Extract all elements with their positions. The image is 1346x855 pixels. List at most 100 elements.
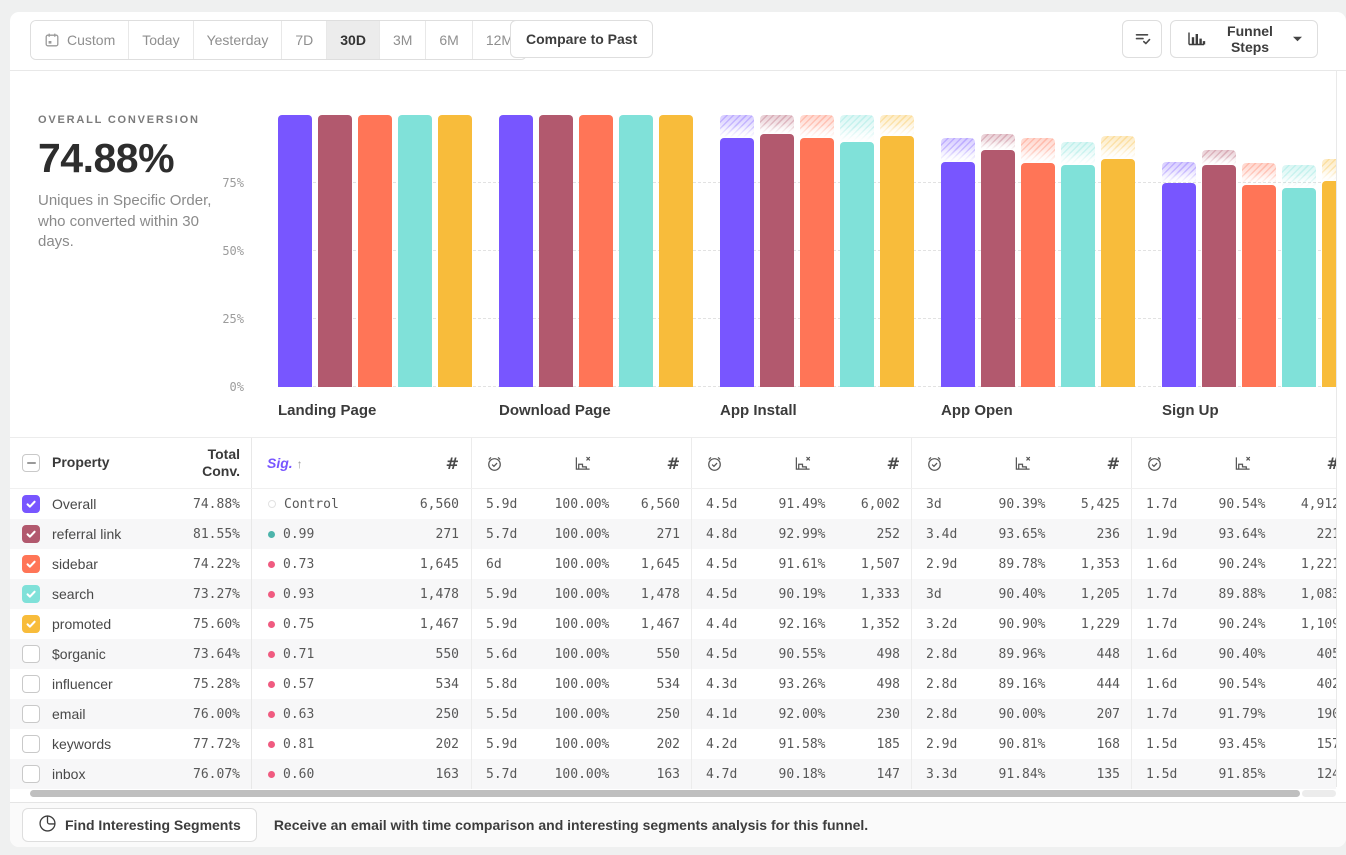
step-duration: 6d — [486, 556, 502, 572]
options-button[interactable] — [1122, 20, 1162, 58]
step-count: 498 — [876, 676, 900, 692]
step-duration: 2.8d — [926, 706, 958, 722]
range-7d[interactable]: 7D — [282, 21, 328, 59]
bar-referral-link-app-open[interactable] — [981, 150, 1015, 387]
options-icon — [1132, 28, 1152, 51]
x-axis-label-download-page: Download Page — [499, 402, 611, 419]
step-duration: 4.3d — [706, 676, 738, 692]
step-conversion-rate: 100.00% — [554, 556, 610, 572]
date-range-control: Custom Today Yesterday 7D 30D 3M 6M 12M — [30, 20, 528, 60]
bar-ghost-cap — [720, 115, 754, 139]
step-cell-group: 4.5d 90.19% 1,333 — [692, 579, 912, 609]
step-conversion-rate: 90.90% — [998, 616, 1046, 632]
row-checkbox[interactable] — [22, 645, 40, 663]
step-duration: 4.5d — [706, 586, 738, 602]
property-name: search — [52, 586, 95, 602]
range-custom[interactable]: Custom — [31, 21, 130, 59]
range-3m[interactable]: 3M — [379, 21, 427, 59]
conversion-rate-icon — [756, 455, 848, 472]
bar-sidebar-landing-page[interactable] — [358, 115, 392, 387]
step-conversion-rate: 100.00% — [554, 646, 610, 662]
bar-promoted-download-page[interactable] — [659, 115, 693, 387]
step-conversion-rate: 89.88% — [1218, 586, 1266, 602]
step-conversion-rate: 90.24% — [1218, 616, 1266, 632]
step-duration: 1.6d — [1146, 556, 1178, 572]
bar-promoted-sign-up[interactable] — [1322, 181, 1336, 387]
bar-overall-sign-up[interactable] — [1162, 183, 1196, 387]
range-yesterday[interactable]: Yesterday — [193, 21, 283, 59]
significance-dot — [268, 650, 275, 658]
bar-referral-link-sign-up[interactable] — [1202, 165, 1236, 387]
bar-search-download-page[interactable] — [619, 115, 653, 387]
bar-sidebar-app-install[interactable] — [800, 137, 834, 387]
range-30d[interactable]: 30D — [327, 21, 380, 59]
select-all-checkbox[interactable] — [22, 454, 40, 472]
step-cell-group: 3d 90.40% 1,205 — [912, 579, 1132, 609]
bar-referral-link-app-install[interactable] — [760, 134, 794, 387]
range-today[interactable]: Today — [129, 21, 194, 59]
row-checkbox[interactable] — [22, 585, 40, 603]
compare-to-past-button[interactable]: Compare to Past — [510, 20, 654, 58]
bar-referral-link-download-page[interactable] — [539, 115, 573, 387]
row-checkbox[interactable] — [22, 735, 40, 753]
indeterminate-mark — [26, 462, 36, 464]
bar-search-landing-page[interactable] — [398, 115, 432, 387]
step-duration: 5.9d — [486, 736, 518, 752]
bar-search-app-install[interactable] — [840, 141, 874, 387]
footer-button-label: Find Interesting Segments — [65, 817, 241, 833]
find-interesting-segments-button[interactable]: Find Interesting Segments — [22, 808, 257, 842]
footer-bar: Find Interesting Segments Receive an ema… — [10, 802, 1346, 847]
step-cell-group: 1.5d 93.45% 157 — [1132, 729, 1336, 759]
range-6m[interactable]: 6M — [426, 21, 473, 59]
row-checkbox[interactable] — [22, 555, 40, 573]
step-conversion-rate: 90.40% — [998, 586, 1046, 602]
step-conversion-rate: 91.61% — [778, 556, 826, 572]
sig-sort-header[interactable]: Sig. ↑ — [252, 455, 367, 471]
funnel-steps-dropdown[interactable]: Funnel Steps — [1170, 20, 1318, 58]
step-duration: 1.7d — [1146, 496, 1178, 512]
step-count: 402 — [1316, 676, 1336, 692]
step-header-group: # — [692, 438, 912, 488]
sort-up-icon: ↑ — [296, 457, 303, 471]
footer-message: Receive an email with time comparison an… — [273, 817, 869, 833]
chart-bars — [278, 115, 1336, 387]
step-cell-group: 1.7d 90.54% 4,912 — [1132, 489, 1336, 519]
count-icon: # — [1288, 454, 1336, 473]
row-checkbox[interactable] — [22, 525, 40, 543]
bar-promoted-landing-page[interactable] — [438, 115, 472, 387]
horizontal-scrollbar-thumb[interactable] — [30, 790, 1300, 797]
property-name: influencer — [52, 676, 113, 692]
bar-sidebar-app-open[interactable] — [1021, 163, 1055, 387]
bar-overall-landing-page[interactable] — [278, 115, 312, 387]
insights-icon — [38, 814, 57, 836]
bar-overall-download-page[interactable] — [499, 115, 533, 387]
bar-referral-link-landing-page[interactable] — [318, 115, 352, 387]
row-checkbox[interactable] — [22, 705, 40, 723]
step-cell-group: 3.3d 91.84% 135 — [912, 759, 1132, 789]
bar-overall-app-install[interactable] — [720, 138, 754, 387]
bar-overall-app-open[interactable] — [941, 162, 975, 387]
segmentation-table: Property Total Conv. Sig.↑ # # # # # Overal… — [10, 437, 1336, 789]
step-duration: 4.5d — [706, 496, 738, 512]
y-tick-label: 0% — [229, 380, 244, 394]
row-checkbox[interactable] — [22, 495, 40, 513]
step-count: 1,645 — [640, 556, 680, 572]
bar-promoted-app-install[interactable] — [880, 136, 914, 387]
row-checkbox[interactable] — [22, 765, 40, 783]
significance-dot — [268, 560, 275, 568]
step-conversion-rate: 93.65% — [998, 526, 1046, 542]
step-cell-group: 2.8d 90.00% 207 — [912, 699, 1132, 729]
bar-promoted-app-open[interactable] — [1101, 159, 1135, 387]
bar-search-sign-up[interactable] — [1282, 187, 1316, 387]
step-header-group: # — [1132, 438, 1336, 488]
row-checkbox[interactable] — [22, 615, 40, 633]
row-checkbox[interactable] — [22, 675, 40, 693]
bar-group-download-page — [499, 115, 693, 387]
bar-search-app-open[interactable] — [1061, 165, 1095, 387]
bar-group-app-open — [941, 115, 1135, 387]
step-conversion-rate: 90.55% — [778, 646, 826, 662]
bar-sidebar-sign-up[interactable] — [1242, 185, 1276, 387]
step-count: 250 — [656, 706, 680, 722]
bar-sidebar-download-page[interactable] — [579, 115, 613, 387]
step-count: 1,507 — [860, 556, 900, 572]
